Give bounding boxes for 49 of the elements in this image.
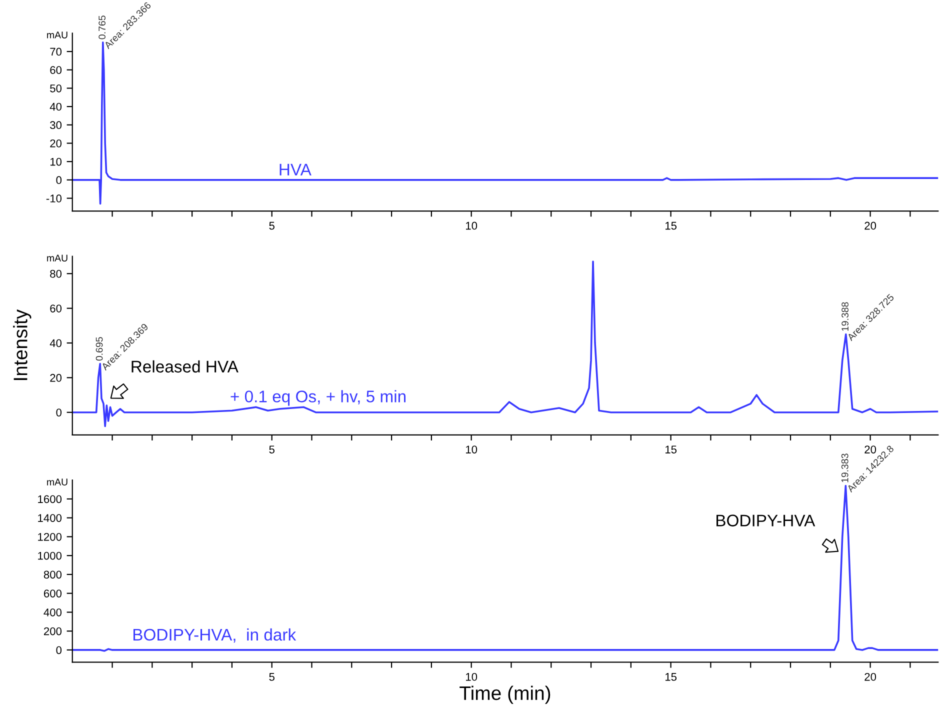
y-tick-label: 600 xyxy=(44,590,62,598)
x-tick-label: 5 xyxy=(269,222,274,230)
y-tick-label: 20 xyxy=(50,140,62,148)
y-tick-label: 200 xyxy=(44,627,62,636)
annotation: BODIPY-HVA, in dark xyxy=(133,628,296,643)
y-axis-title: mAU xyxy=(47,32,68,38)
y-tick-label: 10 xyxy=(50,158,62,166)
x-tick-label: 5 xyxy=(269,446,274,454)
annotation: + 0.1 eq Os, + hv, 5 min xyxy=(230,390,406,406)
y-tick-label: 1400 xyxy=(38,514,62,522)
y-tick-label: 400 xyxy=(44,608,62,616)
x-tick-label: 15 xyxy=(665,673,677,681)
y-tick-label: 60 xyxy=(50,66,62,74)
x-tick-label: 20 xyxy=(864,672,876,681)
y-tick-label: 40 xyxy=(50,339,62,348)
text: Intensity xyxy=(13,309,32,380)
y-tick-label: 60 xyxy=(50,304,62,312)
y-tick-label: 20 xyxy=(50,374,62,382)
y-tick-label: 1600 xyxy=(38,495,62,504)
line-series xyxy=(72,260,938,428)
x-tick-label: 10 xyxy=(466,222,478,230)
annotation: 19.383 xyxy=(841,454,848,482)
y-tick-label: 0 xyxy=(56,646,62,654)
annotation: Released HVA xyxy=(132,360,238,373)
y-tick-label: 0 xyxy=(56,408,62,416)
y-tick-label: 30 xyxy=(50,121,62,130)
annotation: 0.695 xyxy=(96,337,103,361)
y-tick-label: 0 xyxy=(56,176,62,184)
y-tick-label: 50 xyxy=(50,84,62,92)
x-tick-label: 20 xyxy=(864,222,876,230)
annotation: HVA xyxy=(280,164,312,176)
x-tick-label: 5 xyxy=(269,673,274,681)
y-tick-label: 800 xyxy=(44,570,62,579)
annotation: BODIPY-HVA xyxy=(716,514,816,526)
y-tick-label: 1200 xyxy=(38,532,62,541)
annotation: 19.388 xyxy=(842,302,848,331)
y-axis-title: mAU xyxy=(47,254,68,262)
x-tick-label: 15 xyxy=(665,446,677,454)
x-axis-title: Time (min) xyxy=(460,686,550,704)
x-tick-label: 10 xyxy=(466,672,478,681)
y-tick-label: 40 xyxy=(50,102,62,111)
x-tick-label: 10 xyxy=(466,446,478,454)
y-tick-label: 1000 xyxy=(38,552,62,560)
annotation: 0.765 xyxy=(98,16,106,40)
y-axis-title: mAU xyxy=(47,478,68,486)
x-tick-label: 15 xyxy=(665,222,677,230)
y-tick-label: -10 xyxy=(46,194,62,202)
y-tick-label: 70 xyxy=(50,48,62,56)
y-tick-label: 80 xyxy=(50,270,62,278)
